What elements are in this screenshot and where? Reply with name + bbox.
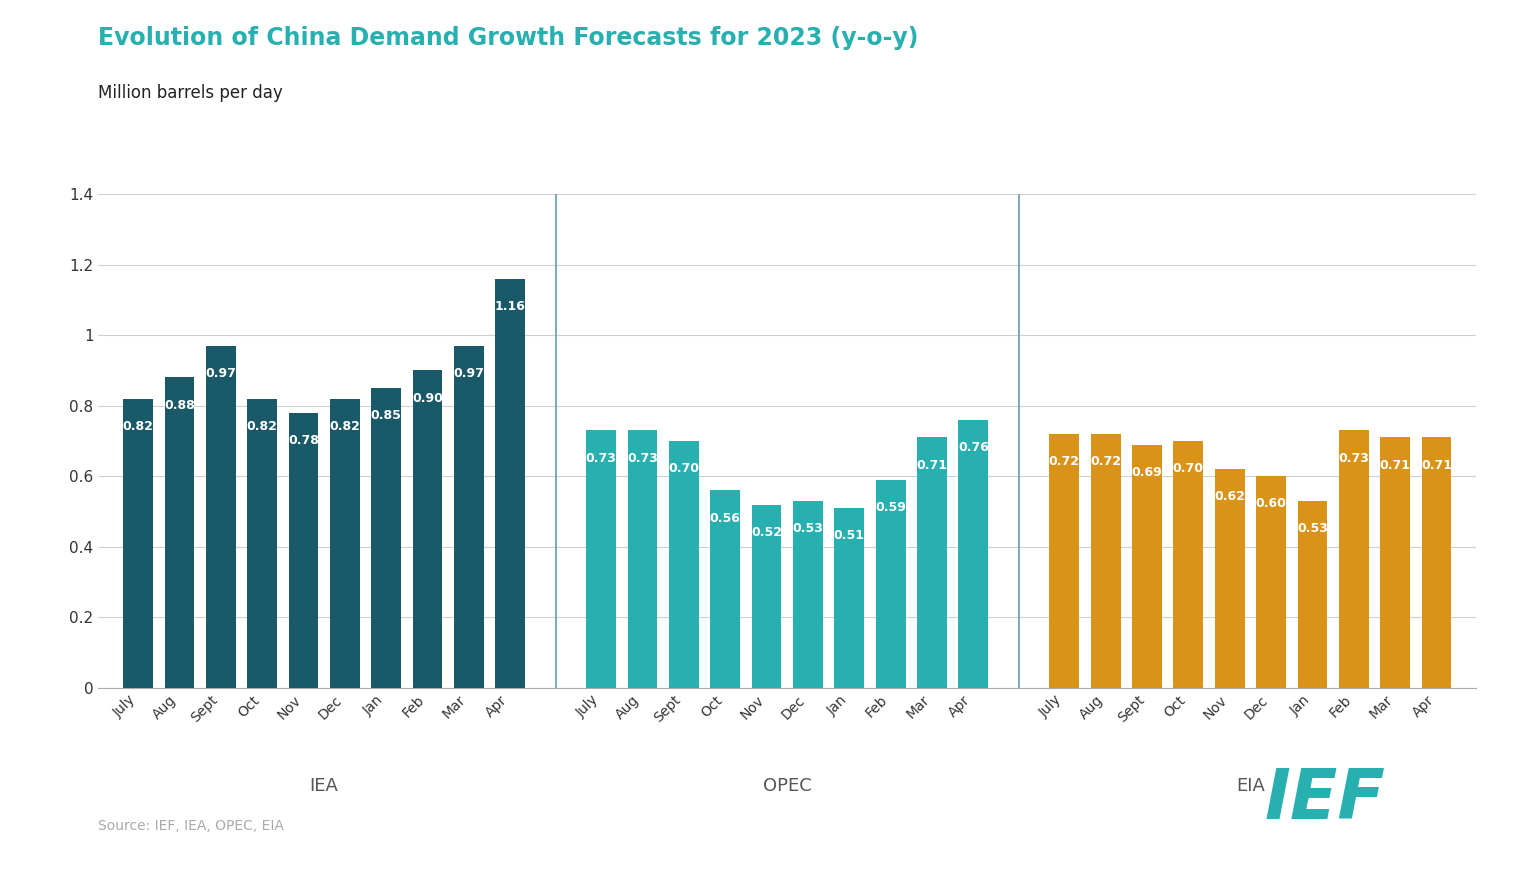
Text: 0.72: 0.72 <box>1049 455 1079 468</box>
Text: 0.53: 0.53 <box>1297 522 1328 535</box>
Bar <box>413 370 442 688</box>
Text: 0.73: 0.73 <box>1338 452 1369 465</box>
Text: IEA: IEA <box>310 777 339 795</box>
Text: 0.73: 0.73 <box>586 452 616 465</box>
Bar <box>1381 437 1410 688</box>
Text: 0.70: 0.70 <box>1173 462 1204 475</box>
Text: 0.69: 0.69 <box>1131 466 1163 479</box>
Bar <box>454 346 484 688</box>
Text: EIA: EIA <box>1235 777 1264 795</box>
Text: 0.76: 0.76 <box>958 441 989 454</box>
Bar <box>628 430 657 688</box>
Bar <box>371 388 401 688</box>
Text: 0.88: 0.88 <box>164 399 195 412</box>
Bar <box>669 441 699 688</box>
Text: 0.72: 0.72 <box>1090 455 1122 468</box>
Text: 0.59: 0.59 <box>875 501 905 514</box>
Text: Million barrels per day: Million barrels per day <box>98 84 283 101</box>
Text: 0.62: 0.62 <box>1214 490 1245 504</box>
Bar <box>1297 501 1328 688</box>
Bar <box>1049 434 1079 688</box>
Bar <box>752 505 781 688</box>
Text: 0.70: 0.70 <box>668 462 699 475</box>
Text: 0.90: 0.90 <box>412 392 444 405</box>
Bar <box>586 430 616 688</box>
Bar <box>710 490 740 688</box>
Text: 0.60: 0.60 <box>1255 497 1287 511</box>
Text: 0.97: 0.97 <box>206 367 236 380</box>
Text: 0.82: 0.82 <box>247 420 277 433</box>
Bar <box>1173 441 1204 688</box>
Text: 0.71: 0.71 <box>916 459 948 472</box>
Text: 0.97: 0.97 <box>454 367 484 380</box>
Text: OPEC: OPEC <box>763 777 812 795</box>
Text: 0.82: 0.82 <box>330 420 360 433</box>
Text: 0.71: 0.71 <box>1379 459 1411 472</box>
Bar <box>793 501 822 688</box>
Bar <box>1090 434 1120 688</box>
Bar <box>1338 430 1369 688</box>
Bar <box>1132 445 1161 688</box>
Bar <box>834 508 864 688</box>
Bar <box>917 437 946 688</box>
Bar <box>1214 469 1245 688</box>
Bar <box>1422 437 1452 688</box>
Bar <box>289 413 318 688</box>
Bar <box>875 480 905 688</box>
Bar <box>247 399 277 688</box>
Text: 1.16: 1.16 <box>495 300 525 313</box>
Text: 0.73: 0.73 <box>627 452 659 465</box>
Text: 0.53: 0.53 <box>792 522 824 535</box>
Text: 0.56: 0.56 <box>710 512 740 525</box>
Text: 0.85: 0.85 <box>371 409 401 422</box>
Text: 0.71: 0.71 <box>1422 459 1452 472</box>
Bar <box>165 377 194 688</box>
Text: 0.78: 0.78 <box>288 434 319 447</box>
Text: IEF: IEF <box>1264 766 1385 833</box>
Text: Evolution of China Demand Growth Forecasts for 2023 (y-o-y): Evolution of China Demand Growth Forecas… <box>98 26 919 50</box>
Bar <box>330 399 360 688</box>
Bar <box>206 346 236 688</box>
Bar <box>1257 476 1285 688</box>
Text: Source: IEF, IEA, OPEC, EIA: Source: IEF, IEA, OPEC, EIA <box>98 819 285 833</box>
Text: 0.52: 0.52 <box>751 526 783 539</box>
Bar <box>495 279 525 688</box>
Bar <box>123 399 153 688</box>
Text: 0.82: 0.82 <box>123 420 153 433</box>
Text: 0.51: 0.51 <box>834 529 864 542</box>
Bar <box>958 420 989 688</box>
